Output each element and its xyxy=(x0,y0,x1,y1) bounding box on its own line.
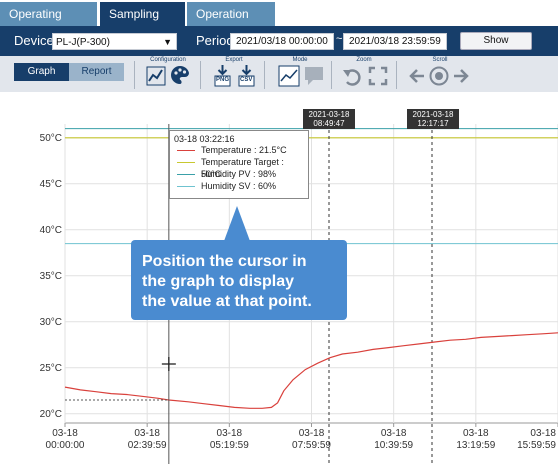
x-tick-label: 03-18 xyxy=(134,428,160,439)
x-axis-ticks: 03-1800:00:0003-1802:39:5903-1805:19:590… xyxy=(46,428,557,451)
csv-label: CSV xyxy=(240,77,253,83)
toolbar-divider xyxy=(331,61,332,89)
x-tick-label: 03-18 xyxy=(463,428,489,439)
toolbar-divider xyxy=(396,61,397,89)
tooltip-timestamp: 03-18 03:22:16 xyxy=(174,134,235,144)
period-label: Period xyxy=(196,33,234,48)
toolbar: Graph Report Configuration Export PNG CS… xyxy=(0,56,558,93)
chevron-down-icon: ▼ xyxy=(163,37,172,47)
export-csv-button[interactable]: CSV xyxy=(238,65,255,87)
event-marker-date: 2021-03-18 xyxy=(412,110,454,119)
series-group xyxy=(64,332,558,409)
callout-line: the value at that point. xyxy=(142,293,312,310)
scroll-left-icon[interactable] xyxy=(408,67,426,85)
event-marker-time: 12:17:17 xyxy=(417,119,449,128)
scroll-center-icon[interactable] xyxy=(429,66,449,86)
instruction-callout: Position the cursor in the graph to disp… xyxy=(131,240,347,320)
tooltip-row-label: Humidity SV : 60% xyxy=(201,181,277,191)
configuration-group-label: Configuration xyxy=(150,57,186,63)
event-marker-label: 2021-03-18 12:17:17 xyxy=(407,109,459,129)
device-select[interactable]: PL-J(P-300) ▼ xyxy=(52,33,177,50)
scroll-right-icon[interactable] xyxy=(452,67,470,85)
tab-bar: Operating history Sampling Data Operatio… xyxy=(0,0,558,45)
y-tick-label: 45°C xyxy=(40,179,62,190)
download-png-icon xyxy=(214,65,231,87)
event-marker-time: 08:49:47 xyxy=(313,119,345,128)
tab-operating-history[interactable]: Operating history xyxy=(0,2,97,45)
mode-chart-icon[interactable] xyxy=(278,65,300,87)
x-tick-label: 07:59:59 xyxy=(292,440,331,451)
graph-toggle[interactable]: Graph xyxy=(14,63,69,81)
toolbar-divider xyxy=(200,61,201,89)
export-png-button[interactable]: PNG xyxy=(214,65,231,87)
tab-sampling-data[interactable]: Sampling Data xyxy=(100,2,185,45)
download-csv-icon xyxy=(238,65,255,87)
tab-operation-ratio[interactable]: Operation Ratio xyxy=(187,2,275,45)
callout-pointer xyxy=(224,206,250,241)
y-axis-ticks: 50°C 45°C 40°C 35°C 30°C 25°C 20°C xyxy=(40,133,62,420)
y-tick-label: 30°C xyxy=(40,317,62,328)
zoom-group-label: Zoom xyxy=(356,57,372,63)
x-tick-label: 03-18 xyxy=(52,428,78,439)
export-group-label: Export xyxy=(225,57,243,63)
fit-zoom-icon[interactable] xyxy=(368,66,388,86)
callout-line: the graph to display xyxy=(142,273,295,290)
x-tick-label: 02:39:59 xyxy=(128,440,167,451)
undo-zoom-icon[interactable] xyxy=(342,66,362,86)
period-end-input[interactable]: 2021/03/18 23:59:59 xyxy=(343,33,447,50)
tooltip-row-label: Humidity PV : 98% xyxy=(201,169,277,179)
callout-line: Position the cursor in xyxy=(142,253,307,270)
mode-group-label: Mode xyxy=(292,57,308,63)
legend-swatch xyxy=(177,186,195,187)
x-tick-label: 05:19:59 xyxy=(210,440,249,451)
period-start-input[interactable]: 2021/03/18 00:00:00 xyxy=(230,33,334,50)
period-separator: ~ xyxy=(336,33,343,45)
palette-icon[interactable] xyxy=(170,65,190,85)
x-tick-label: 03-18 xyxy=(299,428,325,439)
y-tick-label: 25°C xyxy=(40,363,62,374)
report-toggle[interactable]: Report xyxy=(69,63,124,81)
device-value: PL-J(P-300) xyxy=(56,37,110,48)
tooltip-row-label: Temperature Target : 50°C xyxy=(201,157,284,179)
legend-swatch xyxy=(177,174,195,175)
x-tick-label: 00:00:00 xyxy=(46,440,85,451)
filter-bar: Device PL-J(P-300) ▼ Period 2021/03/18 0… xyxy=(0,26,558,56)
event-marker-label: 2021-03-18 08:49:47 xyxy=(303,109,355,129)
y-tick-label: 50°C xyxy=(40,133,62,144)
x-tick-label: 10:39:59 xyxy=(374,440,413,451)
scroll-group-label: Scroll xyxy=(432,57,448,63)
show-button[interactable]: Show xyxy=(460,32,532,50)
x-tick-label: 03-18 xyxy=(530,428,556,439)
temperature-series-line xyxy=(64,332,558,409)
tooltip-row: Humidity PV : 98% xyxy=(174,168,304,180)
device-label: Device xyxy=(14,33,54,48)
y-tick-label: 40°C xyxy=(40,225,62,236)
comment-icon[interactable] xyxy=(303,65,325,87)
event-marker-date: 2021-03-18 xyxy=(308,110,350,119)
tooltip-row: Humidity SV : 60% xyxy=(174,180,304,192)
value-tooltip: 03-18 03:22:16 Temperature : 21.5°C Temp… xyxy=(169,130,309,199)
png-label: PNG xyxy=(216,77,230,83)
x-tick-label: 13:19:59 xyxy=(456,440,495,451)
legend-swatch xyxy=(177,150,195,151)
x-tick-label: 03-18 xyxy=(381,428,407,439)
tooltip-row: Temperature : 21.5°C xyxy=(174,144,304,156)
tooltip-row: Temperature Target : 50°C xyxy=(174,156,304,179)
x-tick-label: 03-18 xyxy=(217,428,243,439)
toolbar-divider xyxy=(134,61,135,89)
y-tick-label: 35°C xyxy=(40,271,62,282)
x-tick-label: 15:59:59 xyxy=(517,440,556,451)
chart-settings-icon[interactable] xyxy=(146,66,166,86)
legend-swatch xyxy=(177,162,195,163)
toolbar-divider xyxy=(264,61,265,89)
tooltip-row-label: Temperature : 21.5°C xyxy=(201,145,287,155)
y-tick-label: 20°C xyxy=(40,409,62,420)
